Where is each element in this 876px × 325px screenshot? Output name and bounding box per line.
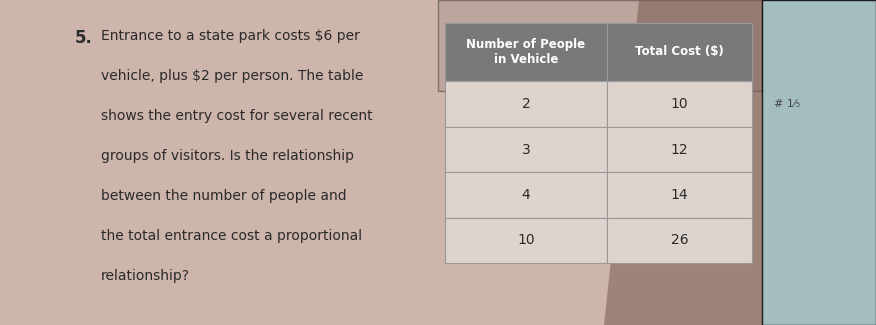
Polygon shape bbox=[604, 0, 762, 325]
Text: the total entrance cost a proportional: the total entrance cost a proportional bbox=[101, 229, 362, 243]
Text: shows the entry cost for several recent: shows the entry cost for several recent bbox=[101, 109, 372, 123]
Text: 10: 10 bbox=[517, 233, 535, 248]
Text: 10: 10 bbox=[670, 97, 689, 111]
FancyBboxPatch shape bbox=[445, 218, 607, 263]
FancyBboxPatch shape bbox=[607, 81, 752, 127]
Text: 14: 14 bbox=[670, 188, 689, 202]
Text: Number of People
in Vehicle: Number of People in Vehicle bbox=[467, 38, 585, 66]
Text: 4: 4 bbox=[522, 188, 530, 202]
FancyBboxPatch shape bbox=[438, 0, 762, 91]
Text: Total Cost ($): Total Cost ($) bbox=[635, 46, 724, 58]
Text: 12: 12 bbox=[670, 142, 689, 157]
FancyBboxPatch shape bbox=[607, 23, 752, 81]
Text: 26: 26 bbox=[670, 233, 689, 248]
Text: groups of visitors. Is the relationship: groups of visitors. Is the relationship bbox=[101, 149, 354, 163]
Text: 5.: 5. bbox=[74, 29, 92, 47]
FancyBboxPatch shape bbox=[607, 172, 752, 218]
FancyBboxPatch shape bbox=[607, 218, 752, 263]
FancyBboxPatch shape bbox=[445, 172, 607, 218]
FancyBboxPatch shape bbox=[445, 127, 607, 172]
FancyBboxPatch shape bbox=[445, 23, 607, 81]
FancyBboxPatch shape bbox=[607, 127, 752, 172]
FancyBboxPatch shape bbox=[762, 0, 876, 325]
Text: Entrance to a state park costs $6 per: Entrance to a state park costs $6 per bbox=[101, 29, 360, 43]
Text: vehicle, plus $2 per person. The table: vehicle, plus $2 per person. The table bbox=[101, 69, 364, 83]
Text: 2: 2 bbox=[522, 97, 530, 111]
Text: # 1⁄₅: # 1⁄₅ bbox=[774, 99, 800, 109]
FancyBboxPatch shape bbox=[445, 81, 607, 127]
Text: relationship?: relationship? bbox=[101, 269, 190, 283]
Text: between the number of people and: between the number of people and bbox=[101, 189, 346, 203]
Text: 3: 3 bbox=[522, 142, 530, 157]
